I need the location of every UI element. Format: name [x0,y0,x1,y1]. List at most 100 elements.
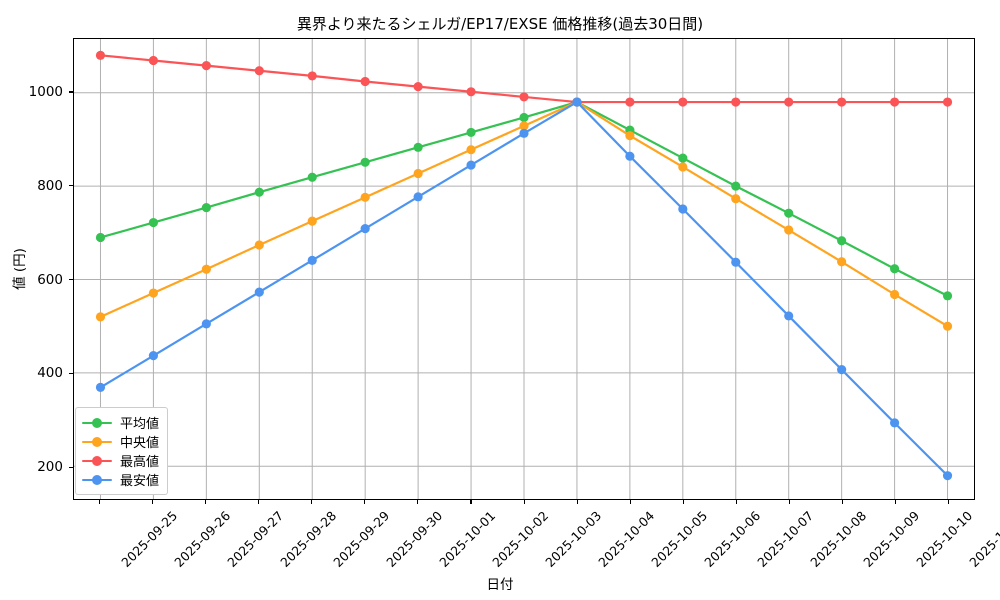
data-point-marker [466,87,476,97]
legend-swatch-icon [82,474,112,486]
data-point-marker [95,50,106,60]
data-point-marker [942,97,953,107]
data-point-marker [254,66,264,76]
legend-item-2[interactable]: 最高値 [82,451,159,470]
data-point-marker [519,121,529,131]
data-point-marker [201,319,211,329]
x-axis-tick [788,500,790,504]
y-axis-tick [69,372,73,374]
data-point-marker [148,288,159,298]
chart-legend: 平均値中央値最高値最安値 [75,407,169,495]
data-point-marker [678,153,688,163]
data-point-marker [678,97,688,107]
legend-label: 最高値 [120,455,160,470]
x-axis-tick-label: 2025-10-10 [913,508,976,570]
data-point-marker [148,217,159,228]
legend-label: 平均値 [120,417,160,432]
x-axis-tick [99,500,101,504]
x-axis-tick [523,500,525,504]
data-point-marker [466,145,476,155]
data-point-marker [889,97,900,107]
data-point-marker [307,71,317,81]
data-point-marker [307,216,317,226]
y-axis-tick-label: 200 [37,459,63,476]
x-axis-tick [311,500,313,504]
data-point-marker [625,151,635,161]
data-point-marker [254,187,264,197]
data-point-marker [519,128,529,138]
data-point-marker [148,55,159,66]
data-point-marker [148,351,159,361]
data-point-marker [466,160,476,170]
x-axis-tick [682,500,684,504]
y-axis-tick [69,279,73,281]
x-axis-tick-label: 2025-10-06 [701,508,764,570]
data-point-marker [307,172,317,182]
x-axis-tick [258,500,260,504]
x-axis-tick [364,500,366,504]
data-point-marker [95,312,106,322]
data-point-marker [254,240,264,250]
data-point-marker [731,97,741,107]
legend-item-3[interactable]: 最安値 [82,470,159,489]
legend-item-1[interactable]: 中央値 [82,432,159,451]
chart-title: 異界より来たるシェルガ/EP17/EXSE 価格推移(過去30日間) [296,15,704,33]
x-axis-tick [205,500,207,504]
legend-item-0[interactable]: 平均値 [82,413,159,432]
x-axis-tick-label: 2025-10-09 [860,508,923,570]
data-point-marker [201,264,211,274]
data-point-marker [889,264,900,274]
x-axis-tick [470,500,472,504]
x-axis-tick-label: 2025-09-25 [117,508,180,570]
data-point-marker [837,257,847,267]
legend-label: 最安値 [120,474,160,489]
legend-label: 中央値 [120,436,160,451]
plot-area [73,38,975,500]
x-axis-tick-label: 2025-10-02 [489,508,552,570]
x-axis-tick-label: 2025-10-08 [807,508,870,570]
x-axis-tick [841,500,843,504]
data-point-marker [625,97,635,107]
data-point-marker [519,92,529,102]
data-point-marker [572,97,582,107]
x-axis-tick [417,500,419,504]
data-point-marker [731,181,741,191]
data-point-marker [837,365,847,375]
data-point-marker [731,194,741,204]
data-point-marker [889,418,900,428]
legend-swatch-icon [82,417,112,429]
data-point-marker [678,204,688,214]
data-point-marker [466,127,476,137]
data-point-marker [307,255,317,265]
data-point-marker [784,311,794,321]
data-point-marker [413,142,423,152]
data-point-marker [678,162,688,172]
data-point-marker [360,157,370,167]
y-axis-tick-label: 800 [37,177,63,194]
data-point-marker [784,225,794,235]
x-axis-tick [947,500,950,504]
data-point-marker [889,289,900,300]
data-point-marker [413,192,423,202]
x-axis-tick [629,500,631,504]
y-axis-tick-label: 600 [37,271,63,288]
y-axis-tick [69,91,73,93]
legend-swatch-icon [82,455,112,467]
data-point-marker [519,112,529,123]
data-point-marker [784,97,794,107]
data-point-marker [413,82,423,92]
x-axis-tick-label: 2025-10-07 [754,508,817,570]
x-axis-tick-label: 2025-10-05 [648,508,711,570]
y-axis-tick [69,185,73,187]
data-point-marker [942,291,953,301]
data-point-marker [201,61,211,71]
data-point-marker [95,232,106,243]
x-axis-tick-label: 2025-09-28 [276,508,339,570]
x-axis-label: 日付 [486,577,514,593]
x-axis-tick-label: 2025-09-26 [170,508,233,570]
data-point-marker [360,224,370,234]
x-axis-tick [152,500,154,504]
x-axis-tick [894,500,896,504]
x-axis-tick-label: 2025-10-04 [595,508,658,570]
